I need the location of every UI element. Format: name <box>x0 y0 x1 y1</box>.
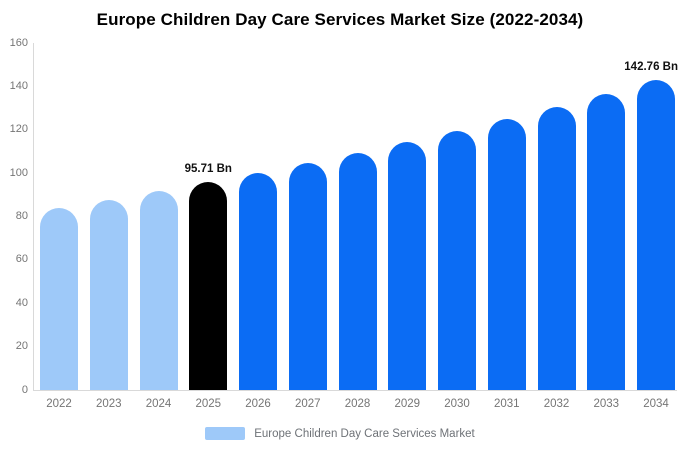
x-tick-label: 2029 <box>394 398 421 410</box>
chart-title: Europe Children Day Care Services Market… <box>96 10 584 29</box>
x-tick-label: 2030 <box>444 398 470 410</box>
bar-2026 <box>239 172 277 390</box>
bar-2024 <box>139 191 178 390</box>
bar-2028 <box>338 152 377 390</box>
x-tick-label: 2026 <box>245 398 271 410</box>
x-tick-label: 2024 <box>145 398 172 410</box>
legend: Europe Children Day Care Services Market <box>0 427 680 440</box>
bar-2029 <box>388 142 427 390</box>
y-tick-label: 100 <box>9 166 28 179</box>
y-tick-label: 160 <box>9 36 28 49</box>
x-tick-label: 2023 <box>95 398 122 410</box>
x-tick-label: 2033 <box>593 398 620 410</box>
legend-swatch <box>205 427 246 440</box>
y-tick-label: 80 <box>15 210 28 222</box>
x-tick-label: 2032 <box>543 398 570 410</box>
y-tick-label: 120 <box>9 123 28 136</box>
bar-2027 <box>288 163 327 390</box>
y-tick-label: 40 <box>15 296 28 309</box>
bar-2023 <box>89 200 128 390</box>
bar-value-label: 95.71 Bn <box>184 163 232 176</box>
x-tick-label: 2028 <box>344 398 371 410</box>
y-tick-label: 60 <box>15 253 28 266</box>
x-axis-line <box>33 390 677 391</box>
bar-2033 <box>587 93 626 390</box>
y-tick-label: 20 <box>15 340 28 353</box>
bar-2022 <box>40 208 78 390</box>
y-axis-line <box>33 43 34 390</box>
bar-2034 <box>637 80 675 390</box>
x-tick-label: 2031 <box>493 398 520 410</box>
y-tick-label: 0 <box>21 383 28 396</box>
x-tick-label: 2034 <box>643 398 669 410</box>
bar-2030 <box>438 130 476 390</box>
bar-value-label: 142.76 Bn <box>624 61 678 74</box>
x-tick-label: 2022 <box>46 398 72 410</box>
y-tick-label: 140 <box>9 79 28 92</box>
bar-2025 <box>189 182 228 390</box>
x-tick-label: 2025 <box>195 398 222 410</box>
x-tick-label: 2027 <box>294 398 321 410</box>
legend-label: Europe Children Day Care Services Market <box>254 427 475 440</box>
bar-2031 <box>487 119 526 390</box>
bar-2032 <box>537 106 576 390</box>
